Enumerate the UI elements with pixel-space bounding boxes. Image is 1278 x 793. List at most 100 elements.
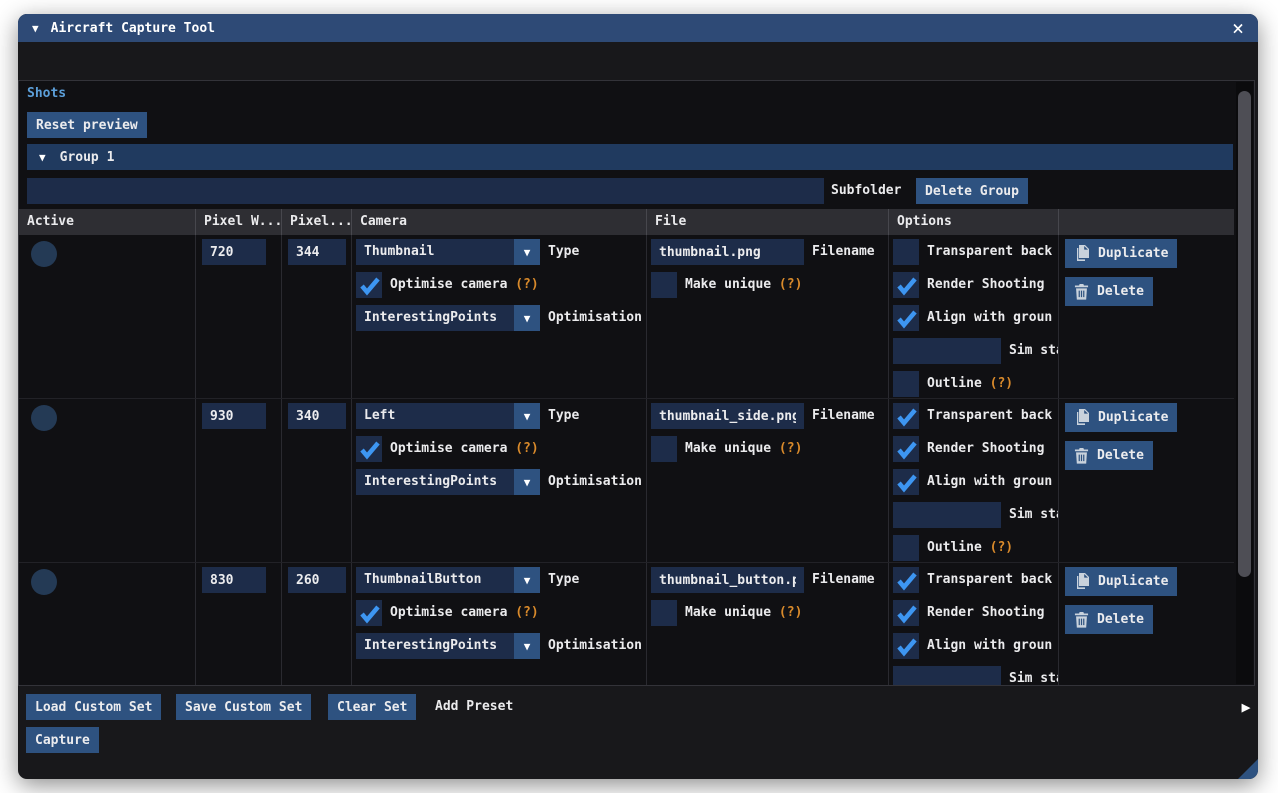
sim-state-input[interactable] bbox=[893, 502, 1001, 528]
filename-input[interactable] bbox=[651, 239, 804, 265]
optimise-camera-checkbox[interactable] bbox=[356, 436, 382, 462]
optimisation-label: Optimisation bbox=[548, 310, 642, 325]
trash-icon bbox=[1074, 447, 1089, 464]
optimisation-select[interactable]: InterestingPoints ▼ bbox=[356, 469, 540, 495]
active-toggle[interactable] bbox=[31, 241, 57, 267]
camera-type-value: ThumbnailButton bbox=[356, 567, 514, 593]
duplicate-button[interactable]: Duplicate bbox=[1065, 567, 1178, 596]
optimisation-select[interactable]: InterestingPoints ▼ bbox=[356, 305, 540, 331]
pixel-height-input[interactable] bbox=[288, 403, 346, 429]
filename-input[interactable] bbox=[651, 567, 804, 593]
render-shooting-checkbox[interactable] bbox=[893, 272, 919, 298]
sim-state-input[interactable] bbox=[893, 666, 1001, 685]
camera-type-select[interactable]: Thumbnail ▼ bbox=[356, 239, 540, 265]
duplicate-button[interactable]: Duplicate bbox=[1065, 239, 1178, 268]
optimise-camera-checkbox[interactable] bbox=[356, 272, 382, 298]
render-shooting-checkbox[interactable] bbox=[893, 600, 919, 626]
shots-table: Active Pixel W... Pixel... Camera File O… bbox=[19, 209, 1234, 685]
pixel-height-input[interactable] bbox=[288, 567, 346, 593]
dropdown-arrow-icon: ▼ bbox=[514, 239, 540, 265]
pixel-width-input[interactable] bbox=[202, 403, 266, 429]
aircraft-capture-tool-window: ▼ Aircraft Capture Tool × Shots Reset pr… bbox=[18, 14, 1258, 779]
camera-type-value: Thumbnail bbox=[356, 239, 514, 265]
save-custom-set-button[interactable]: Save Custom Set bbox=[176, 694, 312, 720]
dropdown-arrow-icon: ▼ bbox=[514, 567, 540, 593]
outline-checkbox[interactable] bbox=[893, 371, 919, 397]
resize-grip[interactable] bbox=[1238, 759, 1258, 779]
active-toggle[interactable] bbox=[31, 405, 57, 431]
header-active: Active bbox=[19, 209, 196, 235]
make-unique-label: Make unique (?) bbox=[685, 277, 803, 292]
group-collapse-icon[interactable]: ▼ bbox=[39, 150, 46, 164]
optimisation-select[interactable]: InterestingPoints ▼ bbox=[356, 633, 540, 659]
filename-input[interactable] bbox=[651, 403, 804, 429]
delete-button[interactable]: Delete bbox=[1065, 277, 1153, 306]
dropdown-arrow-icon: ▼ bbox=[514, 403, 540, 429]
transparent-background-checkbox[interactable] bbox=[893, 239, 919, 265]
active-toggle[interactable] bbox=[31, 569, 57, 595]
checkmark-icon bbox=[897, 605, 917, 624]
checkmark-icon bbox=[897, 638, 917, 657]
table-header-row: Active Pixel W... Pixel... Camera File O… bbox=[19, 209, 1234, 235]
checkmark-icon bbox=[897, 474, 917, 493]
shot-row: Left ▼ Type Optimise camera (?) Interest… bbox=[19, 399, 1234, 563]
capture-button[interactable]: Capture bbox=[26, 727, 99, 753]
duplicate-button[interactable]: Duplicate bbox=[1065, 403, 1178, 432]
vertical-scrollbar[interactable] bbox=[1236, 82, 1253, 684]
help-marker: (?) bbox=[515, 277, 539, 292]
help-marker: (?) bbox=[515, 605, 539, 620]
help-marker: (?) bbox=[778, 605, 803, 620]
clear-set-button[interactable]: Clear Set bbox=[328, 694, 417, 720]
delete-group-button[interactable]: Delete Group bbox=[916, 178, 1028, 204]
scroll-right-icon[interactable]: ▶ bbox=[1241, 698, 1251, 716]
transparent-background-label: Transparent back bbox=[927, 572, 1053, 587]
transparent-background-checkbox[interactable] bbox=[893, 403, 919, 429]
subfolder-input[interactable] bbox=[27, 178, 824, 204]
shots-panel: Shots Reset preview ▼ Group 1 Subfolder … bbox=[18, 80, 1255, 686]
sim-state-input[interactable] bbox=[893, 338, 1001, 364]
pixel-width-input[interactable] bbox=[202, 239, 266, 265]
checkmark-icon bbox=[897, 441, 917, 460]
make-unique-checkbox[interactable] bbox=[651, 272, 677, 298]
checkmark-icon bbox=[897, 408, 917, 427]
titlebar: ▼ Aircraft Capture Tool × bbox=[18, 14, 1258, 42]
camera-type-select[interactable]: ThumbnailButton ▼ bbox=[356, 567, 540, 593]
reset-preview-button[interactable]: Reset preview bbox=[27, 112, 147, 138]
make-unique-checkbox[interactable] bbox=[651, 600, 677, 626]
shots-section-label: Shots bbox=[27, 86, 67, 101]
help-marker: (?) bbox=[989, 376, 1014, 391]
outline-checkbox[interactable] bbox=[893, 535, 919, 561]
help-marker: (?) bbox=[515, 441, 539, 456]
checkmark-icon bbox=[360, 277, 380, 296]
collapse-icon[interactable]: ▼ bbox=[32, 21, 39, 35]
trash-icon bbox=[1074, 283, 1089, 300]
pixel-height-input[interactable] bbox=[288, 239, 346, 265]
align-ground-checkbox[interactable] bbox=[893, 305, 919, 331]
optimisation-value: InterestingPoints bbox=[356, 469, 514, 495]
subfolder-label: Subfolder bbox=[831, 183, 902, 198]
align-ground-checkbox[interactable] bbox=[893, 469, 919, 495]
align-ground-checkbox[interactable] bbox=[893, 633, 919, 659]
render-shooting-checkbox[interactable] bbox=[893, 436, 919, 462]
delete-button[interactable]: Delete bbox=[1065, 441, 1153, 470]
make-unique-checkbox[interactable] bbox=[651, 436, 677, 462]
shot-row: Thumbnail ▼ Type Optimise camera (?) Int… bbox=[19, 235, 1234, 399]
optimisation-label: Optimisation bbox=[548, 638, 642, 653]
transparent-background-checkbox[interactable] bbox=[893, 567, 919, 593]
transparent-background-label: Transparent back bbox=[927, 244, 1053, 259]
load-custom-set-button[interactable]: Load Custom Set bbox=[26, 694, 162, 720]
camera-type-value: Left bbox=[356, 403, 514, 429]
add-preset-label: Add Preset bbox=[435, 699, 514, 714]
make-unique-label: Make unique (?) bbox=[685, 605, 803, 620]
camera-type-select[interactable]: Left ▼ bbox=[356, 403, 540, 429]
help-marker: (?) bbox=[778, 277, 803, 292]
pixel-width-input[interactable] bbox=[202, 567, 266, 593]
delete-button[interactable]: Delete bbox=[1065, 605, 1153, 634]
sim-state-label: Sim sta bbox=[1009, 507, 1059, 522]
vertical-scrollbar-thumb[interactable] bbox=[1238, 91, 1251, 577]
group-header[interactable]: ▼ Group 1 bbox=[27, 144, 1233, 170]
checkmark-icon bbox=[360, 441, 380, 460]
make-unique-label: Make unique (?) bbox=[685, 441, 803, 456]
optimise-camera-checkbox[interactable] bbox=[356, 600, 382, 626]
close-icon[interactable]: × bbox=[1231, 16, 1244, 40]
